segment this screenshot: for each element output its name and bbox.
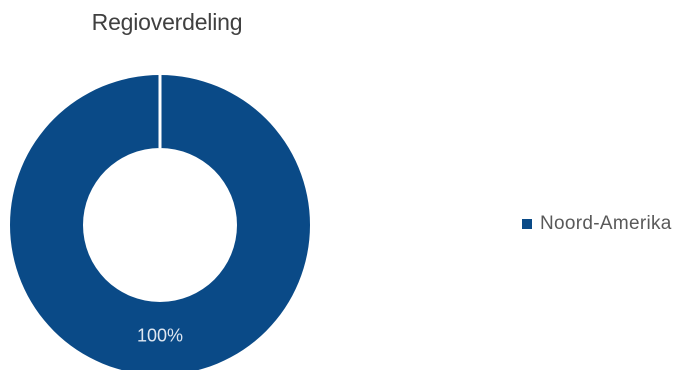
legend: Noord-Amerika — [522, 213, 672, 235]
data-labels-layer: 100% — [137, 326, 183, 346]
legend-label: Noord-Amerika — [540, 213, 672, 234]
legend-swatch — [522, 219, 532, 229]
data-label: 100% — [137, 326, 183, 346]
donut-slice — [10, 75, 310, 370]
chart-title: Regioverdeling — [91, 9, 243, 35]
slices-layer — [10, 75, 310, 370]
